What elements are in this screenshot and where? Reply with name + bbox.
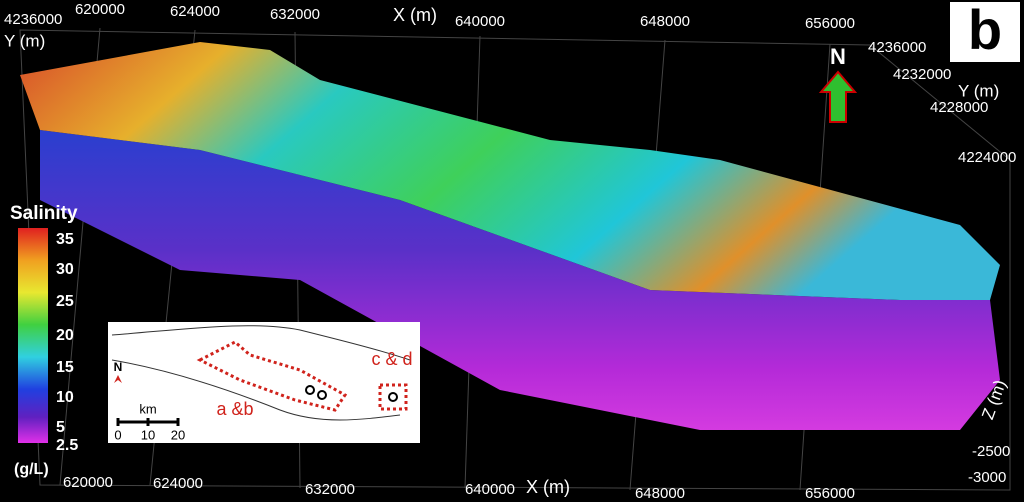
x-tick-label: 624000 [170,3,220,20]
north-label: N [830,44,846,69]
y-tick-label: 4224000 [958,149,1016,166]
x-tick-label: 656000 [805,485,855,502]
inset-site [388,392,398,402]
inset-north-arrow [114,375,122,383]
y-tick-label: 4232000 [893,66,951,83]
panel-label-box [950,2,1020,62]
y-tick-label: 4236000 [4,11,62,28]
y-axis-title: Y (m) [958,81,999,100]
z-tick-label: -3000 [968,469,1006,486]
panel-label: b [968,0,1002,61]
colorbar-tick-label: 30 [56,261,74,278]
inset-region-cd [378,383,408,411]
x-axis-title: X (m) [526,477,570,497]
inset-label: c & d [371,349,412,369]
z-tick-label: -2500 [972,443,1010,460]
x-tick-label: 640000 [455,13,505,30]
model-front [40,130,1000,430]
inset-scale-tick: 10 [141,427,155,442]
x-tick-label: 620000 [75,1,125,18]
inset [108,322,420,443]
inset-scale-title: km [139,401,156,416]
x-tick-label: 632000 [270,6,320,23]
y-tick-label: 4228000 [930,99,988,116]
inset-north: N [114,360,123,374]
inset-scale-tick: 20 [171,427,185,442]
north-arrow [818,70,858,123]
x-tick-label: 620000 [63,474,113,491]
colorbar-tick-label: 15 [56,359,74,376]
inset-scale-tick: 0 [114,427,121,442]
colorbar-tick-label: 2.5 [56,437,78,454]
colorbar-title: Salinity [10,203,78,224]
x-tick-label: 648000 [640,13,690,30]
x-axis-title: X (m) [393,5,437,25]
colorbar-tick-label: 10 [56,389,74,406]
x-tick-label: 624000 [153,475,203,492]
colorbar-tick-label: 20 [56,327,74,344]
colorbar-tick-label: 35 [56,231,74,248]
inset-coast [111,325,411,421]
x-tick-label: 656000 [805,15,855,32]
inset-label: a &b [216,399,253,419]
colorbar-tick-label: 25 [56,293,74,310]
colorbar-tick-label: 5 [56,419,65,436]
y-tick-label: 4236000 [868,39,926,56]
model-top [20,42,1000,300]
colorbar [18,228,48,443]
x-tick-label: 648000 [635,485,685,502]
x-tick-label: 640000 [465,481,515,498]
y-axis-title: Y (m) [4,31,45,50]
inset-site [305,385,315,395]
x-tick-label: 632000 [305,481,355,498]
colorbar-unit: (g/L) [14,461,49,478]
inset-site [317,390,327,400]
inset-scale-bar [116,418,180,426]
inset-region-ab [196,340,348,412]
